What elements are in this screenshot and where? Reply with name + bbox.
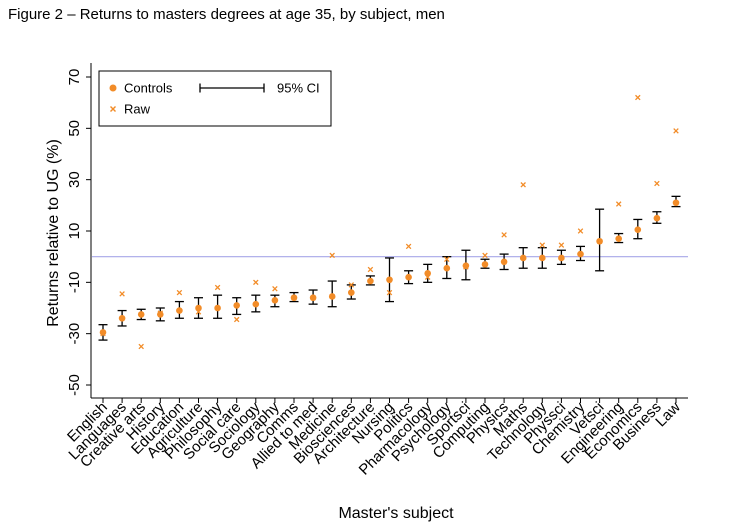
controls-point bbox=[539, 254, 546, 262]
raw-point bbox=[348, 282, 355, 288]
controls-point bbox=[367, 277, 374, 285]
controls-point bbox=[405, 273, 412, 281]
controls-point bbox=[615, 235, 622, 242]
controls-point bbox=[118, 314, 126, 322]
controls-point bbox=[386, 276, 393, 284]
controls-point bbox=[500, 258, 508, 266]
y-tick-label: 30 bbox=[66, 171, 83, 188]
controls-point bbox=[176, 307, 183, 314]
legend-controls-marker bbox=[109, 84, 117, 92]
raw-point bbox=[253, 279, 259, 286]
legend-box bbox=[98, 70, 332, 127]
controls-point bbox=[558, 254, 565, 262]
controls-point bbox=[462, 262, 470, 269]
x-axis-title: Master's subject bbox=[338, 505, 454, 522]
controls-point bbox=[252, 300, 260, 308]
y-tick-label: -10 bbox=[66, 271, 83, 293]
figure-title: Figure 2 – Returns to masters degrees at… bbox=[8, 6, 445, 23]
raw-point bbox=[119, 291, 125, 297]
raw-series bbox=[100, 94, 679, 350]
controls-point bbox=[443, 264, 451, 272]
raw-point bbox=[635, 94, 641, 101]
raw-point bbox=[673, 128, 679, 134]
raw-point bbox=[501, 232, 507, 238]
y-tick-label: -30 bbox=[66, 323, 83, 345]
controls-point bbox=[271, 297, 279, 304]
controls-point bbox=[233, 302, 240, 309]
controls-point bbox=[672, 199, 680, 207]
controls-point bbox=[290, 294, 298, 302]
controls-point bbox=[137, 311, 145, 318]
raw-point bbox=[214, 284, 221, 291]
controls-point bbox=[214, 304, 221, 312]
raw-point bbox=[520, 182, 526, 188]
raw-point bbox=[176, 289, 183, 296]
controls-point bbox=[309, 294, 317, 302]
controls-point bbox=[653, 214, 661, 222]
y-tick-label: 50 bbox=[66, 120, 83, 137]
raw-point bbox=[329, 252, 335, 259]
controls-point bbox=[596, 237, 603, 245]
controls-point bbox=[157, 311, 164, 318]
raw-point bbox=[444, 256, 450, 262]
legend-controls-label: Controls bbox=[124, 81, 173, 96]
y-tick-label: 70 bbox=[66, 69, 83, 86]
raw-point bbox=[367, 266, 374, 273]
ci-series bbox=[98, 195, 681, 341]
legend-raw-label: Raw bbox=[124, 102, 151, 117]
raw-point bbox=[654, 180, 660, 187]
y-axis-title: Returns relative to UG (%) bbox=[45, 139, 62, 327]
legend-ci-label: 95% CI bbox=[277, 81, 320, 96]
controls-point bbox=[348, 289, 355, 296]
controls-point bbox=[424, 270, 432, 277]
raw-point bbox=[539, 242, 546, 248]
controls-point bbox=[195, 304, 202, 312]
raw-point bbox=[482, 252, 488, 259]
controls-point bbox=[519, 254, 527, 262]
y-tick-label: -50 bbox=[66, 374, 83, 396]
legend: Controls Raw 95% CI bbox=[98, 70, 332, 127]
controls-series bbox=[99, 199, 680, 336]
raw-point bbox=[405, 243, 412, 250]
controls-point bbox=[99, 329, 107, 336]
controls-point bbox=[577, 250, 584, 258]
raw-point bbox=[138, 343, 144, 350]
raw-point bbox=[386, 289, 393, 296]
legend-ci-marker bbox=[199, 83, 265, 93]
controls-point bbox=[328, 293, 336, 300]
legend-raw-marker bbox=[110, 106, 116, 112]
raw-point bbox=[615, 201, 622, 207]
controls-point bbox=[481, 261, 489, 268]
raw-point bbox=[272, 285, 278, 292]
raw-point bbox=[558, 242, 565, 248]
controls-point bbox=[634, 226, 642, 234]
y-tick-label: 10 bbox=[66, 223, 83, 240]
raw-point bbox=[233, 316, 240, 323]
y-axis: -50 -30 -10 10 30 50 70 bbox=[66, 69, 91, 396]
raw-point bbox=[577, 228, 584, 234]
